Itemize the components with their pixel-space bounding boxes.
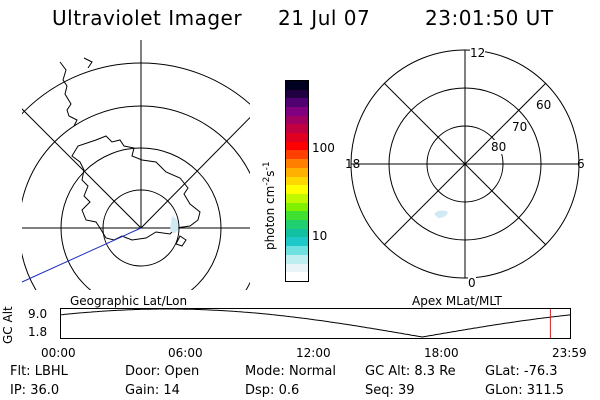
lat-circle-outermost — [22, 62, 250, 115]
status-field-label: GC Alt: — [365, 364, 415, 379]
status-field: GLon: 311.5 — [485, 383, 564, 398]
satellite-track-line — [21, 227, 142, 283]
status-field: Flt: LBHL — [10, 364, 68, 379]
status-field: Seq: 39 — [365, 383, 415, 398]
status-field-value: 8.3 Re — [414, 364, 456, 379]
mlat-label-60: 60 — [536, 98, 552, 112]
colorbar-segment — [286, 185, 308, 194]
colorbar-segment — [286, 272, 308, 281]
timeline-ylabel: GC Alt — [1, 306, 15, 344]
colorbar-segment — [286, 176, 308, 186]
orbit-timeline-plot — [60, 308, 572, 339]
colorbar-segment — [286, 133, 308, 142]
instrument-title: Ultraviolet Imager — [52, 6, 243, 30]
status-field-label: Door: — [125, 364, 165, 379]
status-field-value: 311.5 — [526, 383, 565, 398]
status-field: Door: Open — [125, 364, 199, 379]
timeline-xtick-4: 23:59 — [552, 346, 587, 360]
time-label: 23:01:50 UT — [425, 6, 554, 30]
date-label: 21 Jul 07 — [278, 6, 371, 30]
status-field-value: 39 — [398, 383, 415, 398]
colorbar-segment — [286, 211, 308, 221]
colorbar-segment — [286, 167, 308, 177]
status-field: Dsp: 0.6 — [245, 383, 299, 398]
colorbar-segment — [286, 115, 308, 125]
orbit-altitude-curve — [60, 308, 572, 338]
colorbar-segment — [286, 193, 308, 203]
status-field-label: Mode: — [245, 364, 289, 379]
status-field: Mode: Normal — [245, 364, 336, 379]
status-field: IP: 36.0 — [10, 383, 59, 398]
apex-caption: Apex MLat/MLT — [412, 294, 502, 308]
geographic-caption: Geographic Lat/Lon — [70, 294, 188, 308]
status-field-label: Dsp: — [245, 383, 279, 398]
mlt-label-12: 12 — [470, 46, 486, 60]
colorbar-tick-100: 100 — [312, 141, 335, 155]
colorbar-segment — [286, 106, 308, 116]
status-field-value: Normal — [288, 364, 336, 379]
status-field-label: IP: — [10, 383, 31, 398]
colorbar-segment — [286, 246, 308, 255]
colorbar-segment — [286, 263, 308, 273]
status-field: Gain: 14 — [125, 383, 180, 398]
geographic-polar-plot — [21, 40, 250, 290]
colorbar-segment — [286, 228, 308, 238]
colorbar-segment — [286, 159, 308, 168]
timeline-xtick-1: 06:00 — [168, 346, 203, 360]
status-field-label: GLat: — [485, 364, 524, 379]
coastline — [83, 57, 93, 69]
status-field-value: 14 — [163, 383, 180, 398]
timeline-xtick-0: 00:00 — [41, 346, 76, 360]
colorbar-segment — [286, 220, 308, 229]
colorbar-segment — [286, 124, 308, 134]
mlt-label-0: 0 — [468, 276, 476, 290]
status-field: GLat: -76.3 — [485, 364, 558, 379]
colorbar-segment — [286, 202, 308, 212]
mlt-line-diagonal — [383, 82, 547, 246]
status-field-label: Seq: — [365, 383, 399, 398]
apex-polar-plot — [350, 49, 580, 279]
antarctica-coastline — [71, 135, 201, 241]
colorbar-segment — [286, 98, 308, 107]
timeline-ytick-max: 9.0 — [28, 307, 48, 321]
colorbar-unit-label: photon cm-2s-1 — [262, 161, 277, 250]
status-field-label: GLon: — [485, 383, 527, 398]
aurora-emission — [170, 216, 179, 233]
colorbar-segment — [286, 237, 308, 247]
coastline — [59, 61, 78, 127]
timeline-xtick-2: 12:00 — [296, 346, 331, 360]
meridian-line — [22, 108, 142, 229]
status-field-label: Gain: — [125, 383, 164, 398]
mlt-label-18: 18 — [345, 157, 361, 171]
status-field-value: -76.3 — [523, 364, 558, 379]
mlat-label-70: 70 — [512, 120, 528, 134]
coastline — [175, 235, 187, 247]
colorbar-segment — [286, 254, 308, 264]
timeline-ytick-min: 1.8 — [28, 325, 48, 339]
meridian-line — [140, 116, 250, 229]
colorbar-segment — [286, 89, 308, 99]
status-field-label: Flt: — [10, 364, 35, 379]
colorbar — [285, 80, 309, 282]
mlat-label-80: 80 — [491, 140, 507, 154]
colorbar-segment — [286, 150, 308, 160]
status-field-value: 36.0 — [30, 383, 60, 398]
timeline-xtick-3: 18:00 — [424, 346, 459, 360]
status-field-value: LBHL — [34, 364, 68, 379]
aurora-emission — [434, 210, 448, 218]
timeline-frame — [60, 308, 571, 339]
colorbar-segment — [286, 141, 308, 151]
mlt-label-6: 6 — [577, 157, 585, 171]
colorbar-segment — [286, 80, 308, 90]
status-field-value: 0.6 — [278, 383, 300, 398]
colorbar-tick-10: 10 — [312, 229, 328, 243]
status-field-value: Open — [164, 364, 200, 379]
status-field: GC Alt: 8.3 Re — [365, 364, 456, 379]
